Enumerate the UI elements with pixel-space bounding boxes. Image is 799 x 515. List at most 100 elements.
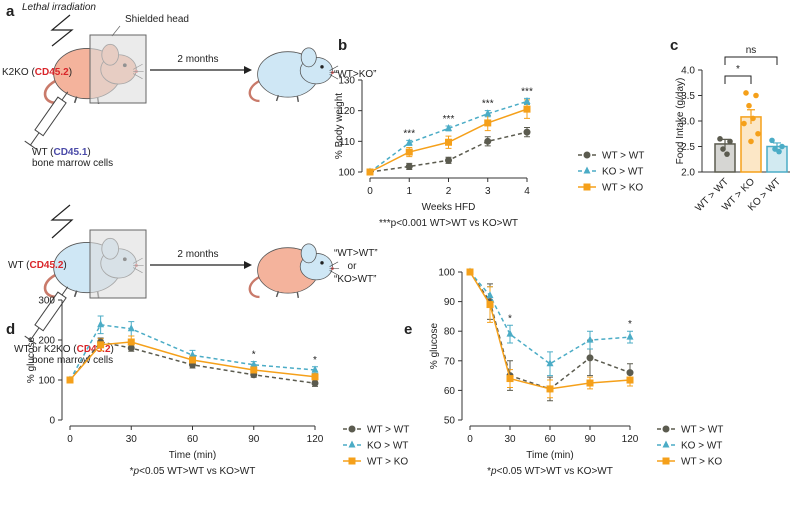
result-label: “WT>KO” (334, 69, 377, 80)
series-line (469, 271, 631, 390)
marker (546, 359, 554, 367)
data-point (769, 137, 775, 144)
note-part: ***p<0.001 WT>WT vs KO>WT (379, 218, 518, 229)
legend-label: WT > KO (681, 457, 722, 468)
data-point (748, 138, 754, 145)
y-tick-label: 200 (38, 336, 55, 347)
marker (127, 324, 135, 332)
data-point (743, 90, 749, 96)
y-axis-title: Food Intake (g/day) (675, 78, 686, 165)
x-tick-label: 120 (622, 434, 639, 445)
y-tick-label: 120 (338, 106, 355, 117)
marker (250, 366, 258, 374)
x-tick-label: 90 (248, 434, 260, 445)
result-mouse (248, 46, 341, 104)
legend-label: KO > WT (367, 441, 408, 452)
legend-label: WT > WT (367, 425, 409, 436)
data-point (720, 146, 726, 152)
recipient-label: WT (CD45.2) (8, 260, 67, 271)
note-part: p (133, 466, 140, 477)
donor-label: WT (CD45.1) (32, 147, 91, 158)
marker (445, 123, 452, 131)
text: K2KO ( (2, 67, 35, 78)
marker (127, 344, 135, 352)
y-tick-label: 3.0 (681, 117, 695, 128)
marker (546, 385, 554, 393)
x-tick-label: 60 (544, 434, 556, 445)
note: *p<0.05 WT>WT vs KO>WT (487, 466, 613, 477)
donor-cells: bone marrow cells (32, 355, 113, 366)
marker (466, 268, 474, 276)
recipient-label: K2KO (CD45.2) (2, 67, 72, 78)
y-tick-label: 2.5 (681, 142, 695, 153)
x-axis-title: Time (min) (526, 450, 573, 461)
marker (311, 365, 319, 373)
data-point (776, 148, 782, 155)
marker (445, 156, 452, 164)
legend-marker (348, 440, 356, 448)
shield-label: Shielded head (125, 14, 189, 25)
annotation: * (252, 350, 256, 361)
marker (523, 96, 531, 104)
marker (127, 338, 135, 346)
y-tick-label: 300 (38, 296, 55, 307)
marker (486, 301, 494, 309)
annotation: *** (482, 99, 494, 110)
data-point (750, 115, 756, 122)
lightning (50, 204, 74, 239)
series-line (69, 323, 316, 381)
legend-marker (583, 166, 591, 174)
legend-marker (662, 440, 670, 448)
panel-b: b 100 110 120 130 % Body weight 0 1 2 3 4 Weeks HFD… (334, 37, 644, 229)
y-tick-label: 90 (444, 297, 456, 308)
legend-marker (583, 151, 591, 159)
significance-label: * (736, 64, 740, 75)
y-tick-label: 100 (38, 376, 55, 387)
marker (366, 168, 374, 176)
marker (506, 375, 514, 383)
series-line (69, 341, 316, 381)
text: ) (69, 67, 72, 78)
annotation: *** (403, 128, 415, 139)
marker (523, 128, 531, 136)
panel-label: b (338, 37, 347, 54)
data-point (746, 102, 752, 109)
marker (506, 329, 514, 337)
y-tick-label: 100 (338, 168, 355, 179)
syringe (24, 91, 69, 150)
y-tick-label: 4.0 (681, 66, 695, 77)
note: ***p<0.001 WT>WT vs KO>WT (379, 218, 518, 229)
y-tick-label: 0 (49, 416, 55, 427)
panel-d: d 0 100 200 300 % glucose 0 30 60 90 120 Time (min)… (6, 296, 409, 478)
legend-label: WT > KO (367, 457, 408, 468)
legend-label: WT > KO (602, 183, 643, 194)
x-tick-label: 4 (524, 186, 530, 197)
x-tick-label: 1 (406, 186, 412, 197)
y-axis-title: % Body weight (334, 93, 345, 159)
marker (405, 148, 413, 156)
y-tick-label: 100 (438, 268, 455, 279)
marker (97, 320, 105, 328)
note-part: * (130, 466, 134, 477)
text: WT ( (32, 147, 54, 158)
legend-label: WT > WT (602, 151, 644, 162)
annotation: *** (443, 114, 455, 125)
marker (189, 350, 196, 358)
panel-label: a (6, 3, 15, 20)
legend-marker (583, 183, 591, 191)
marker (626, 332, 634, 340)
panel-label: d (6, 321, 15, 338)
data-point (779, 143, 785, 150)
x-tick-label: 120 (307, 434, 324, 445)
result-label: or (348, 261, 358, 272)
result-label: “WT>WT” (334, 248, 378, 259)
legend-marker (348, 425, 356, 433)
marker (586, 379, 594, 387)
irradiation-label: Lethal irradiation (22, 2, 96, 13)
y-tick-label: 80 (444, 327, 456, 338)
legend-label: KO > WT (681, 441, 722, 452)
y-tick-label: 2.0 (681, 168, 695, 179)
significance-label: ns (746, 45, 757, 56)
